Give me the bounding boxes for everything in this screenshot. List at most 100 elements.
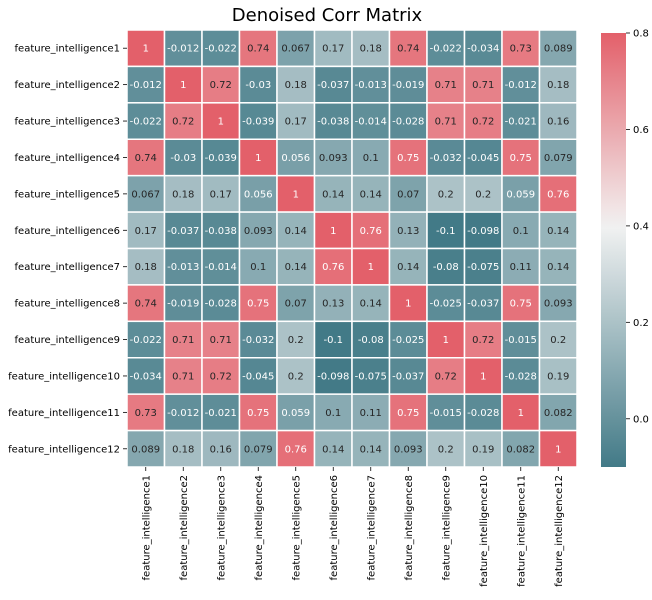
colorbar: 0.0 0.2 0.4 0.6 0.8 — [601, 29, 649, 467]
heatmap-cell — [313, 29, 353, 68]
heatmap-cell — [201, 102, 241, 141]
cell-value-label: 0.14 — [285, 262, 307, 273]
cell-value-label: 0.1 — [513, 226, 529, 237]
cell-value-label: 0.2 — [438, 444, 454, 455]
cell-value-label: -0.045 — [467, 153, 499, 164]
y-tick-label: feature_intelligence1 — [15, 44, 120, 55]
cell-value-label: 0.74 — [397, 44, 419, 55]
cell-value-label: 0.082 — [506, 444, 535, 455]
heatmap-cell — [163, 174, 203, 213]
cell-value-label: 0.72 — [435, 371, 457, 382]
heatmap-cell — [538, 65, 578, 104]
cell-value-label: -0.1 — [436, 226, 456, 237]
cell-value-label: 0.18 — [360, 44, 382, 55]
cell-value-label: 0.74 — [135, 299, 157, 310]
heatmap-cell — [238, 65, 278, 104]
x-axis-ticks: feature_intelligence1 feature_intelligenc… — [141, 467, 565, 587]
heatmap-cell — [388, 65, 428, 104]
colorbar-tick-label: 0.6 — [633, 125, 649, 136]
cell-value-label: -0.037 — [467, 299, 499, 310]
cell-value-label: 0.76 — [322, 262, 344, 273]
cell-value-label: 0.72 — [172, 117, 194, 128]
cell-value-label: 0.14 — [547, 262, 569, 273]
cell-value-label: -0.022 — [430, 44, 462, 55]
y-tick-label: feature_intelligence6 — [15, 226, 120, 237]
heatmap-cell — [426, 138, 466, 177]
heatmap-cell — [351, 247, 391, 286]
cell-value-label: 0.18 — [547, 80, 569, 91]
cell-value-label: 1 — [255, 153, 261, 164]
x-tick-label: feature_intelligence12 — [554, 475, 565, 587]
cell-value-label: -0.038 — [205, 226, 237, 237]
x-tick-label: feature_intelligence8 — [404, 475, 415, 580]
x-tick-label: feature_intelligence1 — [141, 475, 152, 580]
cell-value-label: -0.032 — [242, 335, 274, 346]
cell-value-label: 0.059 — [281, 408, 310, 419]
cell-value-label: 0.1 — [325, 408, 341, 419]
cell-value-label: -0.022 — [130, 335, 162, 346]
cell-value-label: -0.014 — [205, 262, 237, 273]
heatmap-cell — [313, 247, 353, 286]
cell-value-label: -0.098 — [467, 226, 499, 237]
cell-value-label: -0.039 — [205, 153, 237, 164]
cell-value-label: 0.13 — [397, 226, 419, 237]
colorbar-tick-label: 0.8 — [633, 29, 649, 40]
cell-value-label: 0.18 — [135, 262, 157, 273]
cell-value-label: 0.059 — [506, 189, 535, 200]
cell-value-label: 0.72 — [472, 335, 494, 346]
heatmap-cell — [388, 357, 428, 395]
x-tick-label: feature_intelligence2 — [179, 475, 190, 580]
cell-value-label: -0.012 — [167, 44, 199, 55]
y-tick-label: feature_intelligence12 — [8, 444, 120, 455]
heatmap-cell — [463, 247, 503, 286]
cell-value-label: 0.07 — [397, 189, 419, 200]
cell-value-label: -0.013 — [167, 262, 199, 273]
cell-value-label: 0.11 — [360, 408, 382, 419]
cell-value-label: 0.056 — [244, 189, 273, 200]
cell-value-label: 0.13 — [322, 299, 344, 310]
cell-value-label: 0.75 — [247, 408, 269, 419]
cell-value-label: 0.18 — [172, 189, 194, 200]
cell-value-label: 0.11 — [510, 262, 532, 273]
cell-value-label: 1 — [443, 335, 449, 346]
cell-value-label: -0.019 — [167, 299, 199, 310]
cell-value-label: -0.015 — [430, 408, 462, 419]
heatmap-cell — [388, 174, 428, 213]
cell-value-label: 1 — [518, 408, 524, 419]
cell-value-label: 0.75 — [397, 408, 419, 419]
cell-value-label: -0.045 — [242, 371, 274, 382]
heatmap-cell — [201, 284, 241, 323]
cell-value-label: 1 — [330, 226, 336, 237]
cell-value-label: 0.71 — [435, 80, 457, 91]
heatmap-cell — [351, 65, 391, 104]
heatmap-cell — [313, 174, 353, 213]
y-tick-label: feature_intelligence11 — [8, 408, 120, 419]
heatmap-cell — [163, 247, 203, 286]
cell-value-label: 0.75 — [510, 299, 532, 310]
heatmap-cell — [388, 393, 428, 432]
y-tick-label: feature_intelligence5 — [15, 189, 120, 200]
heatmap-cell — [538, 29, 578, 68]
heatmap-cells — [126, 29, 578, 468]
cell-value-label: 0.056 — [281, 153, 310, 164]
cell-value-label: 0.14 — [397, 262, 419, 273]
y-axis-ticks: feature_intelligence1 feature_intelligenc… — [8, 44, 127, 455]
heatmap-cell — [276, 65, 316, 104]
cell-value-label: -0.014 — [355, 117, 387, 128]
cell-value-label: -0.075 — [355, 371, 387, 382]
cell-value-label: 0.093 — [319, 153, 348, 164]
heatmap-cell — [351, 174, 391, 213]
heatmap-cell — [463, 65, 503, 104]
cell-value-label: 0.2 — [288, 371, 304, 382]
cell-value-label: -0.1 — [323, 335, 343, 346]
heatmap-cell — [426, 393, 466, 432]
cell-value-label: 0.14 — [322, 189, 344, 200]
cell-value-label: 0.75 — [510, 153, 532, 164]
cell-value-label: 0.74 — [135, 153, 157, 164]
cell-value-label: 0.16 — [210, 444, 232, 455]
x-tick-label: feature_intelligence9 — [441, 475, 452, 580]
heatmap-cell — [501, 65, 541, 104]
heatmap-cell — [538, 393, 578, 432]
heatmap-cell — [201, 320, 241, 359]
heatmap-cell — [276, 174, 316, 213]
